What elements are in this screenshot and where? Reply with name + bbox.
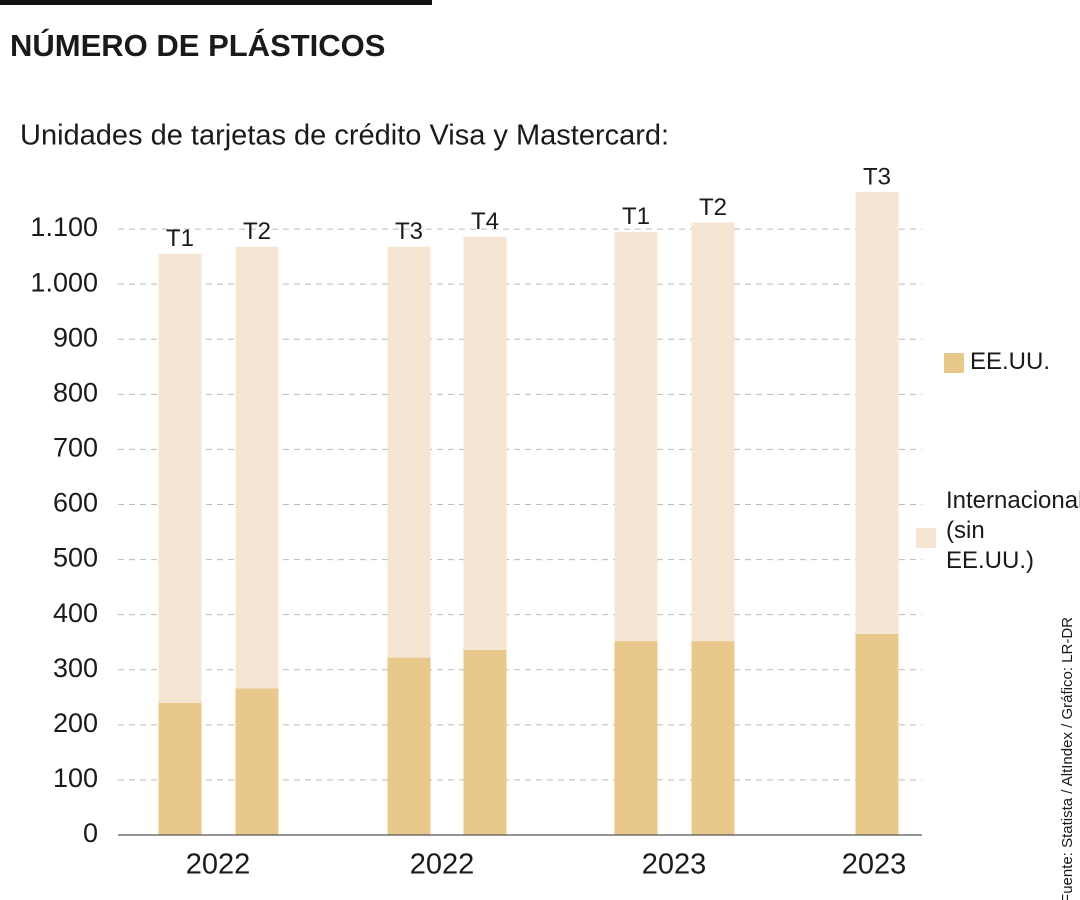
top-rule bbox=[0, 0, 432, 5]
bar-segment bbox=[855, 192, 899, 634]
y-tick-label: 200 bbox=[53, 708, 98, 738]
legend-label: EE.UU. bbox=[970, 348, 1051, 375]
y-tick-label: 800 bbox=[53, 377, 98, 407]
x-group-label: 2022 bbox=[186, 849, 251, 881]
category-label: T1 bbox=[166, 225, 194, 252]
y-tick-label: 1.100 bbox=[30, 212, 98, 242]
bar-segment bbox=[463, 236, 507, 650]
x-group-label: 2023 bbox=[842, 849, 907, 881]
bar-segment bbox=[691, 641, 735, 835]
bar-segment bbox=[158, 702, 202, 835]
chart-subtitle: Unidades de tarjetas de crédito Visa y M… bbox=[20, 120, 669, 152]
category-label: T3 bbox=[863, 164, 891, 191]
legend-label: Internacional (sin EE.UU.) bbox=[946, 487, 1080, 574]
bar-segment bbox=[158, 253, 202, 703]
category-label: T1 bbox=[622, 203, 650, 230]
chart-title: NÚMERO DE PLÁSTICOS bbox=[10, 27, 385, 63]
y-tick-label: 500 bbox=[53, 543, 98, 573]
bar-segment bbox=[855, 633, 899, 835]
bar-segment bbox=[614, 231, 658, 642]
bar-segment bbox=[387, 657, 431, 835]
source: Fuente: Statista / AltIndex / Gráfico: L… bbox=[1059, 617, 1076, 900]
category-label: T2 bbox=[699, 194, 727, 221]
y-tick-label: 700 bbox=[53, 433, 98, 463]
y-tick-label: 400 bbox=[53, 598, 98, 628]
category-label: T4 bbox=[471, 208, 499, 235]
y-tick-label: 100 bbox=[53, 763, 98, 793]
bar-segment bbox=[463, 649, 507, 835]
legend-swatch bbox=[944, 353, 964, 373]
y-tick-label: 1.000 bbox=[30, 267, 98, 297]
y-tick-label: 0 bbox=[83, 818, 98, 848]
legend-swatch bbox=[916, 528, 936, 548]
category-label: T2 bbox=[243, 218, 271, 245]
y-tick-label: 300 bbox=[53, 653, 98, 683]
bar-segment bbox=[387, 246, 431, 658]
bar-segment bbox=[235, 688, 279, 835]
bar-segment bbox=[691, 222, 735, 642]
category-label: T3 bbox=[395, 218, 423, 245]
y-tick-label: 600 bbox=[53, 488, 98, 518]
bar-segment bbox=[235, 246, 279, 689]
x-group-label: 2022 bbox=[410, 849, 475, 881]
y-tick-label: 900 bbox=[53, 322, 98, 352]
bar-segment bbox=[614, 641, 658, 835]
x-group-label: 2023 bbox=[642, 849, 707, 881]
